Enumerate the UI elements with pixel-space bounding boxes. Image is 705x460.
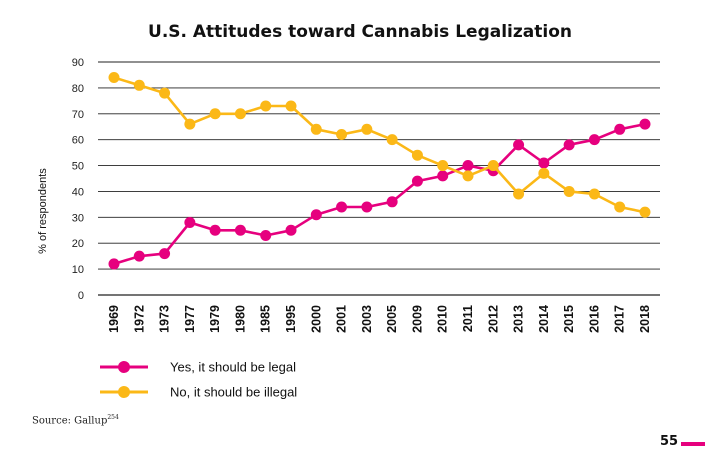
data-point: [285, 100, 297, 112]
x-tick-label: 1977: [183, 305, 197, 333]
data-point: [538, 157, 550, 169]
data-point: [209, 224, 221, 236]
data-point: [108, 72, 120, 84]
x-tick-label: 2017: [613, 305, 627, 333]
page-accent-bar: [681, 442, 705, 446]
data-point: [487, 160, 499, 172]
grid: [98, 61, 660, 296]
y-tick-label: 90: [72, 57, 84, 69]
data-point: [336, 128, 348, 140]
data-point: [361, 123, 373, 135]
page-number: 55: [660, 434, 679, 449]
y-tick-label: 60: [72, 135, 84, 147]
data-point: [108, 258, 120, 270]
data-point: [184, 217, 196, 229]
data-point: [234, 108, 246, 120]
data-point: [411, 175, 423, 187]
x-tick-label: 2015: [562, 305, 576, 333]
data-point: [513, 188, 525, 200]
x-tick-label: 2003: [360, 305, 374, 333]
x-tick-label: 2013: [512, 305, 526, 333]
y-tick-label: 70: [72, 109, 84, 121]
data-point: [563, 139, 575, 151]
data-point: [159, 87, 171, 99]
series-yes: [108, 118, 651, 270]
data-point: [285, 224, 297, 236]
data-point: [260, 229, 272, 241]
series-layer: [108, 72, 651, 270]
data-point: [437, 170, 449, 182]
data-point: [538, 167, 550, 179]
data-point: [588, 134, 600, 146]
data-point: [462, 170, 474, 182]
x-tick-label: 2010: [436, 305, 450, 333]
data-point: [437, 160, 449, 172]
data-point: [159, 248, 171, 260]
x-tick-label: 2000: [309, 305, 323, 333]
series-no: [108, 72, 651, 218]
y-tick-label: 50: [72, 161, 84, 173]
y-tick-label: 30: [72, 212, 84, 224]
x-tick-label: 2018: [638, 305, 652, 333]
data-point: [310, 209, 322, 221]
data-point: [133, 250, 145, 262]
x-tick-label: 2014: [537, 305, 551, 333]
legend-label-no: No, it should be illegal: [170, 385, 297, 400]
data-point: [133, 79, 145, 91]
legend-marker-no: [118, 386, 130, 398]
data-point: [588, 188, 600, 200]
x-tick-label: 1995: [284, 305, 298, 333]
y-tick-label: 10: [72, 264, 84, 276]
source-note: Source: Gallup254: [32, 414, 119, 426]
y-tick-label: 20: [72, 238, 84, 250]
x-tick-label: 2012: [486, 305, 500, 333]
data-point: [386, 196, 398, 208]
x-axis-ticks: 1969 1972 1973 1977 1979 1980 1985 1995 2000 2001…: [107, 305, 652, 333]
data-point: [310, 123, 322, 135]
y-tick-label: 0: [78, 290, 84, 302]
data-point: [513, 139, 525, 151]
data-point: [614, 201, 626, 213]
x-tick-label: 1980: [233, 305, 247, 333]
source-label: Source: Gallup: [32, 415, 108, 427]
x-tick-label: 1972: [132, 305, 146, 333]
x-tick-label: 2009: [410, 305, 424, 333]
data-point: [614, 123, 626, 135]
data-point: [184, 118, 196, 130]
x-tick-label: 1979: [208, 305, 222, 333]
series-line: [113, 76, 646, 214]
x-tick-label: 2016: [587, 305, 601, 333]
data-point: [563, 185, 575, 197]
x-tick-label: 1985: [259, 305, 273, 333]
legend-item-no: No, it should be illegal: [100, 385, 297, 400]
data-point: [462, 160, 474, 172]
y-tick-label: 40: [72, 186, 84, 198]
y-axis-label: % of respondents: [37, 168, 49, 254]
data-point: [639, 206, 651, 218]
source-ref: 254: [107, 414, 119, 421]
chart-title: U.S. Attitudes toward Cannabis Legalizat…: [148, 22, 572, 42]
series-line: [113, 122, 646, 266]
data-point: [209, 108, 221, 120]
x-tick-label: 2005: [385, 305, 399, 333]
data-point: [336, 201, 348, 213]
x-tick-label: 2011: [461, 305, 475, 332]
legend-marker-yes: [118, 361, 130, 373]
data-point: [411, 149, 423, 161]
data-point: [639, 118, 651, 130]
data-point: [234, 224, 246, 236]
x-tick-label: 1969: [107, 305, 121, 333]
x-tick-label: 2001: [335, 305, 349, 333]
x-tick-label: 1973: [158, 305, 172, 333]
y-axis-ticks: 0 10 20 30 40 50 60 70 80 90: [72, 57, 84, 302]
legend-item-yes: Yes, it should be legal: [100, 360, 296, 375]
legend: Yes, it should be legal No, it should be…: [100, 360, 297, 400]
data-point: [260, 100, 272, 112]
y-tick-label: 80: [72, 83, 84, 95]
data-point: [386, 134, 398, 146]
legend-label-yes: Yes, it should be legal: [170, 360, 296, 375]
data-point: [361, 201, 373, 213]
